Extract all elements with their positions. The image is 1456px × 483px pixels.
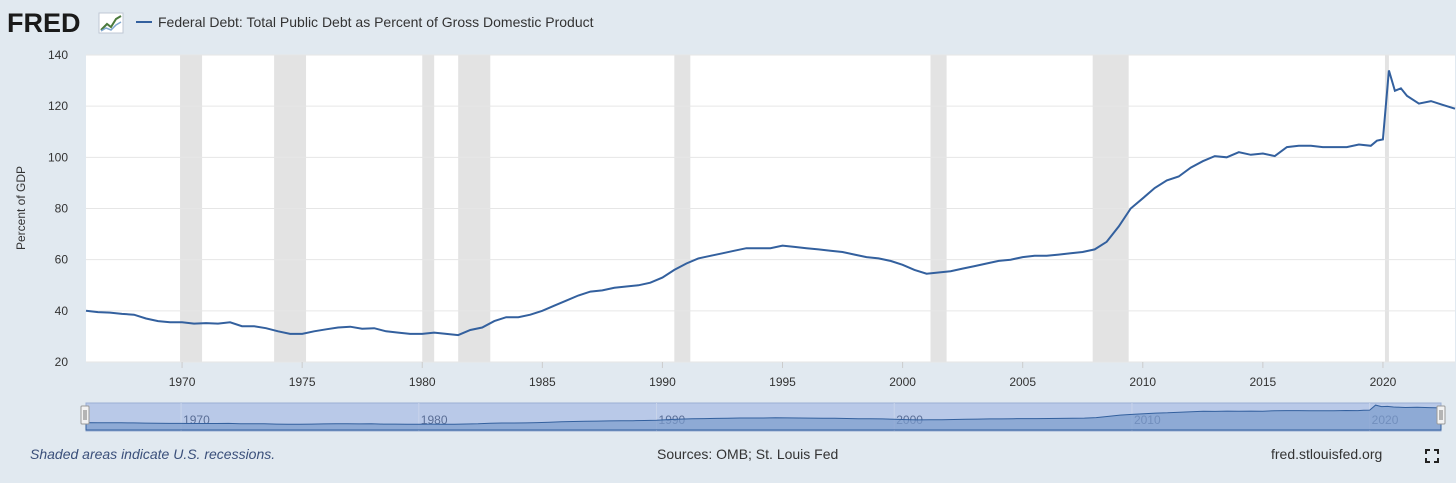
- y-tick-label: 40: [55, 304, 69, 318]
- x-tick-label: 2015: [1250, 375, 1277, 389]
- legend-label[interactable]: Federal Debt: Total Public Debt as Perce…: [158, 14, 594, 30]
- navigator-handle-left[interactable]: [80, 405, 90, 425]
- x-tick-label: 1970: [169, 375, 196, 389]
- y-tick-label: 100: [48, 150, 68, 164]
- navigator-handle-right[interactable]: [1436, 405, 1446, 425]
- x-tick-label: 2020: [1370, 375, 1397, 389]
- navigator-series: [85, 404, 1442, 431]
- recession-note: Shaded areas indicate U.S. recessions.: [30, 446, 276, 462]
- x-tick-label: 1995: [769, 375, 796, 389]
- y-tick-label: 140: [48, 48, 68, 62]
- x-tick-label: 2000: [889, 375, 916, 389]
- y-tick-label: 20: [55, 355, 69, 369]
- series-line[interactable]: [85, 70, 1456, 337]
- logo-text: FRED: [7, 8, 81, 38]
- y-tick-label: 60: [55, 253, 69, 267]
- x-tick-label: 1985: [529, 375, 556, 389]
- x-tick-label: 1975: [289, 375, 316, 389]
- y-tick-label: 80: [55, 202, 69, 216]
- x-tick-label: 1990: [649, 375, 676, 389]
- y-axis-label: Percent of GDP: [14, 166, 28, 250]
- x-axis: 1970 1975 1980 1985 1990 1995 2000 2005 2010 2015…: [169, 362, 1397, 389]
- x-tick-label: 2005: [1009, 375, 1036, 389]
- y-tick-label: 120: [48, 99, 68, 113]
- sources: Sources: OMB; St. Louis Fed: [657, 446, 839, 462]
- fred-logo[interactable]: FRED: [7, 8, 124, 38]
- line-graph-icon: [98, 12, 124, 34]
- site-link[interactable]: fred.stlouisfed.org: [1271, 446, 1383, 462]
- x-tick-label: 1980: [409, 375, 436, 389]
- y-axis: 20 40 60 80 100 120 140: [48, 48, 68, 369]
- x-tick-label: 2010: [1129, 375, 1156, 389]
- fullscreen-icon[interactable]: [1425, 449, 1439, 463]
- nav-tick-label: 1980: [421, 413, 448, 427]
